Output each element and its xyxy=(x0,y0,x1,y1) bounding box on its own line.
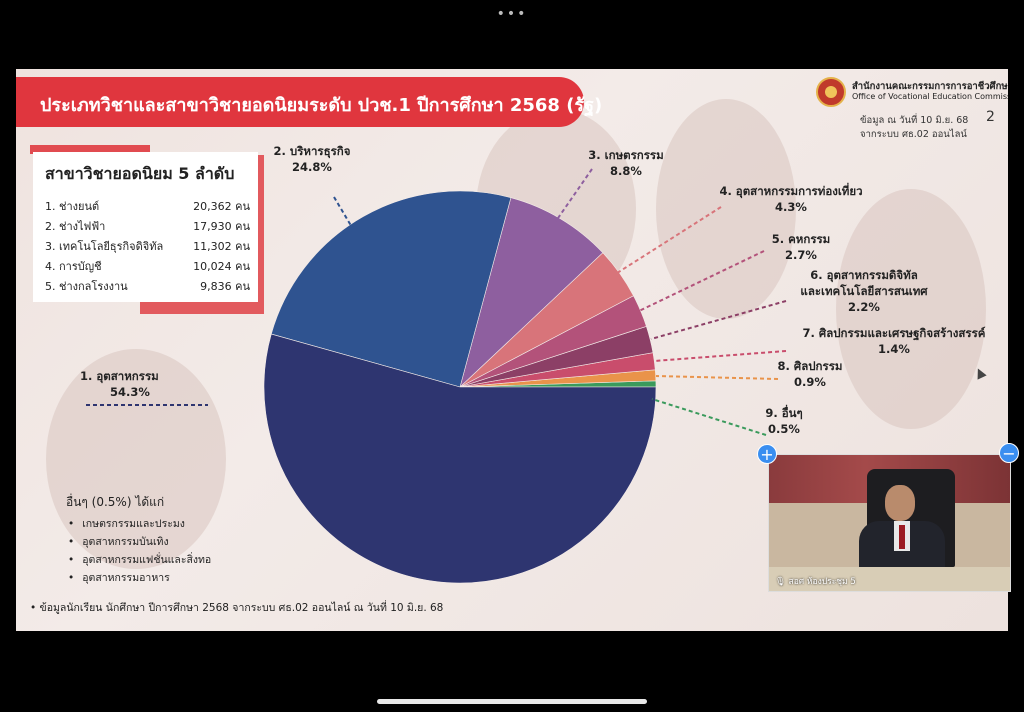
footnote: • ข้อมูลนักเรียน นักศึกษา ปีการศึกษา 256… xyxy=(30,602,444,614)
ranking-value: 11,302 คน xyxy=(193,240,250,253)
ranking-value: 20,362 คน xyxy=(193,200,250,213)
list-item: อุตสาหกรรมบันเทิง xyxy=(68,533,211,551)
slice-label: 5. คหกรรม 2.7% xyxy=(772,232,831,262)
leader-line xyxy=(555,168,593,222)
slide-title: ประเภทวิชาและสาขาวิชายอดนิยมระดับ ปวช.1 … xyxy=(40,95,603,116)
slice-name-label: 5. คหกรรม xyxy=(772,232,831,246)
slice-name-label: 4. อุตสาหกรรมการท่องเที่ยว xyxy=(719,182,862,199)
slice-name-label: 6. อุตสาหกรรมดิจิทัล xyxy=(810,268,918,283)
data-date-note: ข้อมูล ณ วันที่ 10 มิ.ย. 68 xyxy=(860,115,969,126)
slice-label: 2. บริหารธุรกิจ 24.8% xyxy=(274,144,351,174)
slice-label: 8. ศิลปกรรม 0.9% xyxy=(778,359,843,389)
slice-name-label: 7. ศิลปกรรมและเศรษฐกิจสร้างสรรค์ xyxy=(803,326,986,341)
home-indicator[interactable] xyxy=(377,699,647,704)
pie-chart: 1. อุตสาหกรรม 54.3% 2. บริหารธุรกิจ 24.8% 3.… xyxy=(80,144,986,584)
title-banner: ประเภทวิชาและสาขาวิชายอดนิยมระดับ ปวช.1 … xyxy=(16,77,602,127)
window-menu-dots[interactable]: ••• xyxy=(496,6,528,22)
slice-name-label: และเทคโนโลยีสารสนเทศ xyxy=(800,283,928,298)
ovec-logo-icon xyxy=(816,77,846,107)
ranking-row: 1. ช่างยนต์ 20,362 คน xyxy=(45,197,250,217)
list-item: เกษตรกรรมและประมง xyxy=(68,515,211,533)
data-source-note: จากระบบ ศธ.02 ออนไลน์ xyxy=(860,129,967,140)
office-name-thai: สำนักงานคณะกรรมการการอาชีวศึกษา xyxy=(852,81,1008,92)
slice-label: 1. อุตสาหกรรม 54.3% xyxy=(80,369,159,399)
slice-percent-label: 1.4% xyxy=(878,342,910,356)
video-desk xyxy=(769,567,1010,591)
background-photo-blur xyxy=(836,189,986,429)
ranking-value: 10,024 คน xyxy=(193,260,250,273)
leader-line xyxy=(613,206,722,276)
footnote-text: ข้อมูลนักเรียน นักศึกษา ปีการศึกษา 2568 … xyxy=(39,602,444,614)
ranking-value: 9,836 คน xyxy=(200,280,250,293)
slice-name-label: 3. เกษตรกรรม xyxy=(588,148,663,162)
slice-percent-label: 2.2% xyxy=(848,300,880,314)
collapse-minus-button[interactable]: − xyxy=(999,443,1019,463)
leader-line xyxy=(651,398,767,436)
background-photo-blur xyxy=(656,99,796,319)
leader-line xyxy=(650,300,787,340)
slice-percent-label: 0.5% xyxy=(768,422,800,436)
ranking-row: 2. ช่างไฟฟ้า 17,930 คน xyxy=(45,217,250,237)
slice-label: 3. เกษตรกรรม 8.8% xyxy=(588,148,663,178)
ranking-name: 1. ช่างยนต์ xyxy=(45,200,100,213)
ranking-name: 4. การบัญชี xyxy=(45,260,102,273)
slice-percent-label: 8.8% xyxy=(610,164,642,178)
ranking-name: 2. ช่างไฟฟ้า xyxy=(45,220,106,233)
ranking-row: 4. การบัญชี 10,024 คน xyxy=(45,257,250,277)
pie-slice xyxy=(263,333,657,584)
expand-plus-button[interactable]: + xyxy=(757,444,777,464)
ranking-value: 17,930 คน xyxy=(193,220,250,233)
ranking-name: 3. เทคโนโลยีธุรกิจดิจิทัล xyxy=(45,240,164,253)
video-call-thumbnail[interactable]: 🎙 สอศ ห้องประชุม 5 xyxy=(768,454,1011,592)
slice-label: 9. อื่นๆ 0.5% xyxy=(765,404,802,436)
presentation-slide: ประเภทวิชาและสาขาวิชายอดนิยมระดับ ปวช.1 … xyxy=(16,69,1008,631)
leader-line xyxy=(653,350,787,362)
ranking-name: 5. ช่างกลโรงงาน xyxy=(45,280,128,293)
ranking-row: 5. ช่างกลโรงงาน 9,836 คน xyxy=(45,277,250,297)
slice-name-label: 8. ศิลปกรรม xyxy=(778,359,843,373)
slice-percent-label: 2.7% xyxy=(785,248,817,262)
leader-line xyxy=(655,375,779,380)
list-item: อุตสาหกรรมแฟชั่นและสิ่งทอ xyxy=(68,551,211,569)
pie-slice xyxy=(459,197,604,388)
slice-name-label: 9. อื่นๆ xyxy=(765,404,802,420)
others-list: เกษตรกรรมและประมง อุตสาหกรรมบันเทิง อุตส… xyxy=(68,515,211,587)
slice-percent-label: 24.8% xyxy=(292,160,332,174)
slice-label: 4. อุตสาหกรรมการท่องเที่ยว 4.3% xyxy=(719,182,862,214)
slice-percent-label: 54.3% xyxy=(110,385,150,399)
slice-label: 7. ศิลปกรรมและเศรษฐกิจสร้างสรรค์ 1.4% xyxy=(803,326,986,356)
video-person xyxy=(885,485,915,521)
video-person xyxy=(899,525,905,549)
slice-label: 6. อุตสาหกรรมดิจิทัลและเทคโนโลยีสารสนเทศ… xyxy=(800,268,928,314)
pie-slice xyxy=(270,190,512,388)
leader-line xyxy=(333,196,354,230)
slice-name-label: 1. อุตสาหกรรม xyxy=(80,369,159,384)
top5-ranking-box: สาขาวิชายอดนิยม 5 ลำดับ 1. ช่างยนต์ 20,3… xyxy=(33,152,258,302)
office-name-english: Office of Vocational Education Commissio… xyxy=(852,92,1008,101)
slice-percent-label: 4.3% xyxy=(775,200,807,214)
ranking-box-accent xyxy=(30,145,150,154)
ranking-row: 3. เทคโนโลยีธุรกิจดิจิทัล 11,302 คน xyxy=(45,237,250,257)
leader-line xyxy=(638,250,765,312)
others-title: อื่นๆ (0.5%) ได้แก่ xyxy=(66,495,165,509)
video-participant-label: 🎙 สอศ ห้องประชุม 5 xyxy=(775,577,856,587)
slice-name-label: 2. บริหารธุรกิจ xyxy=(274,144,351,159)
slide-number: 2 xyxy=(986,109,995,125)
list-item: อุตสาหกรรมอาหาร xyxy=(68,569,211,587)
slice-percent-label: 0.9% xyxy=(794,375,826,389)
ranking-title: สาขาวิชายอดนิยม 5 ลำดับ xyxy=(45,164,235,183)
